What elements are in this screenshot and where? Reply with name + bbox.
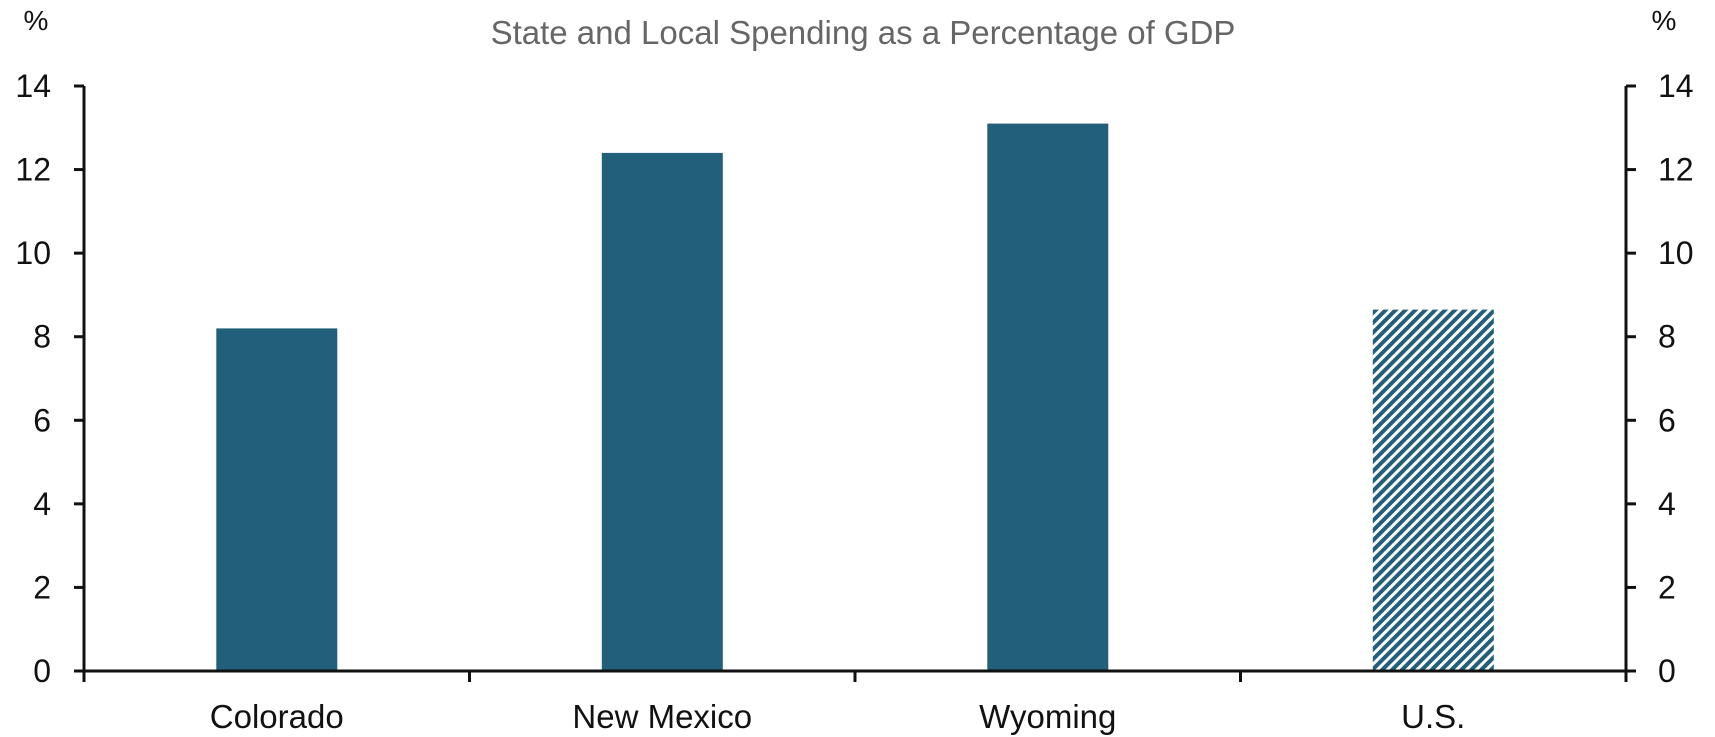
left-tick-label: 8 [33,319,51,355]
right-tick-label: 2 [1658,569,1676,605]
left-axis-unit: % [24,5,49,36]
right-tick-label: 4 [1658,486,1676,522]
category-label: Colorado [210,698,344,735]
left-tick-label: 6 [33,402,51,438]
right-tick-label: 12 [1658,152,1694,188]
right-axis-unit: % [1652,5,1677,36]
left-tick-label: 12 [15,152,51,188]
right-y-axis: 0 2 4 6 8 10 12 14 [1626,68,1694,689]
bar-new-mexico [601,152,723,671]
right-tick-label: 10 [1658,235,1694,271]
x-axis-categories: Colorado New Mexico Wyoming U.S. [210,698,1466,735]
right-tick-label: 14 [1658,68,1694,104]
axes-group [82,86,1628,682]
bar-u-s [1372,309,1494,671]
left-tick-label: 4 [33,486,51,522]
left-y-axis: 0 2 4 6 8 10 12 14 [15,68,84,689]
left-tick-label: 10 [15,235,51,271]
left-tick-label: 2 [33,569,51,605]
bar-colorado [216,328,338,671]
left-tick-label: 0 [33,653,51,689]
right-tick-label: 6 [1658,402,1676,438]
bars-group [216,123,1494,672]
category-label: New Mexico [572,698,752,735]
right-tick-label: 8 [1658,319,1676,355]
left-tick-label: 14 [15,68,51,104]
right-tick-label: 0 [1658,653,1676,689]
chart-title: State and Local Spending as a Percentage… [491,14,1236,51]
category-label: Wyoming [979,698,1116,735]
category-label: U.S. [1401,698,1465,735]
bar-wyoming [987,123,1109,672]
